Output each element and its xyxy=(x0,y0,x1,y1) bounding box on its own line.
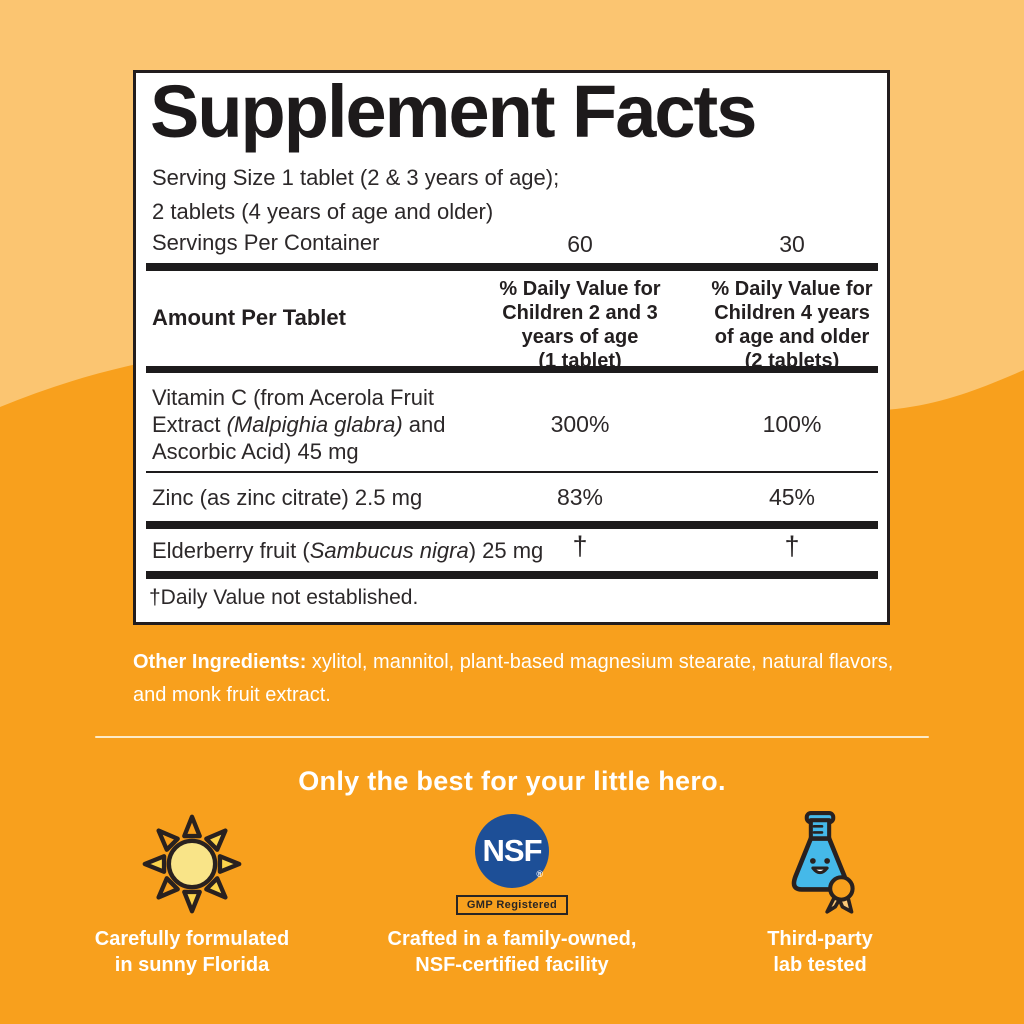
divider-bar-thick xyxy=(146,521,878,529)
divider-bar-thick xyxy=(146,263,878,271)
zinc-dv-col2: 45% xyxy=(768,484,816,510)
vitamin-c-dv-col1: 300% xyxy=(550,411,610,437)
other-ingredients-text: xylitol, mannitol, plant-based magnesium… xyxy=(133,651,894,706)
elderberry-dv-col1: † xyxy=(572,531,588,561)
daily-value-header-col1: % Daily Value for Children 2 and 3 years… xyxy=(499,278,661,372)
servings-count-col1: 60 xyxy=(567,231,593,257)
servings-per-container-label: Servings Per Container xyxy=(152,230,380,255)
serving-size-line1: Serving Size 1 tablet (2 & 3 years of ag… xyxy=(152,165,560,190)
vitamin-c-text-post: and Ascorbic Acid) 45 mg xyxy=(152,412,446,464)
feature-sunny-florida: Carefully formulated in sunny Florida xyxy=(42,805,342,978)
zinc-dv-col1: 83% xyxy=(556,484,604,510)
ingredient-name-vitamin-c: Vitamin C (from Acerola Fruit Extract (M… xyxy=(152,384,492,465)
feature-caption: Third-party lab tested xyxy=(767,928,873,976)
feature-lab-tested: Third-party lab tested xyxy=(670,805,970,978)
other-ingredients-label: Other Ingredients: xyxy=(133,651,307,673)
sun-icon xyxy=(139,805,245,923)
lab-flask-icon xyxy=(764,805,876,923)
elderberry-text-post: ) 25 mg xyxy=(468,538,544,563)
elderberry-dv-col2: † xyxy=(784,531,800,561)
divider-line-thin xyxy=(146,471,878,473)
registered-mark: ® xyxy=(536,868,543,879)
vitamin-c-text: Vitamin C (from Acerola Fruit Extract xyxy=(152,385,435,437)
divider-bar-thick xyxy=(146,571,878,579)
daily-value-footnote: †Daily Value not established. xyxy=(149,586,419,609)
vitamin-c-latin-name: (Malpighia glabra) xyxy=(226,412,403,437)
feature-caption: Crafted in a family-owned, NSF-certified… xyxy=(387,928,637,976)
feature-nsf-certified: NSF ® GMP Registered Crafted in a family… xyxy=(362,805,662,978)
nsf-logo-text: NSF xyxy=(482,832,543,868)
gmp-registered-badge: GMP Registered xyxy=(455,894,569,915)
panel-title: Supplement Facts xyxy=(150,70,757,153)
ingredient-name-elderberry: Elderberry fruit (Sambucus nigra) 25 mg xyxy=(152,537,543,564)
zinc-text: Zinc (as zinc citrate) 2.5 mg xyxy=(152,485,423,510)
daily-value-header-col2: % Daily Value for Children 4 years of ag… xyxy=(711,278,873,372)
supplement-facts-panel: Supplement Facts Serving Size 1 tablet (… xyxy=(133,70,890,625)
elderberry-latin-name: Sambucus nigra xyxy=(309,538,469,563)
ingredient-name-zinc: Zinc (as zinc citrate) 2.5 mg xyxy=(152,484,492,511)
nsf-seal: NSF ® GMP Registered xyxy=(455,805,569,923)
feature-caption: Carefully formulated in sunny Florida xyxy=(94,928,290,976)
other-ingredients: Other Ingredients: xylitol, mannitol, pl… xyxy=(133,646,923,712)
servings-count-col2: 30 xyxy=(779,231,805,257)
amount-per-tablet-header: Amount Per Tablet xyxy=(152,305,346,330)
vitamin-c-dv-col2: 100% xyxy=(762,411,822,437)
nsf-logo-icon: NSF ® xyxy=(475,813,549,888)
tagline: Only the best for your little hero. xyxy=(298,766,726,796)
divider-bar-medium xyxy=(146,366,878,373)
serving-size-line2: 2 tablets (4 years of age and older) xyxy=(152,199,494,224)
elderberry-text: Elderberry fruit ( xyxy=(152,538,310,563)
section-divider xyxy=(95,736,929,738)
